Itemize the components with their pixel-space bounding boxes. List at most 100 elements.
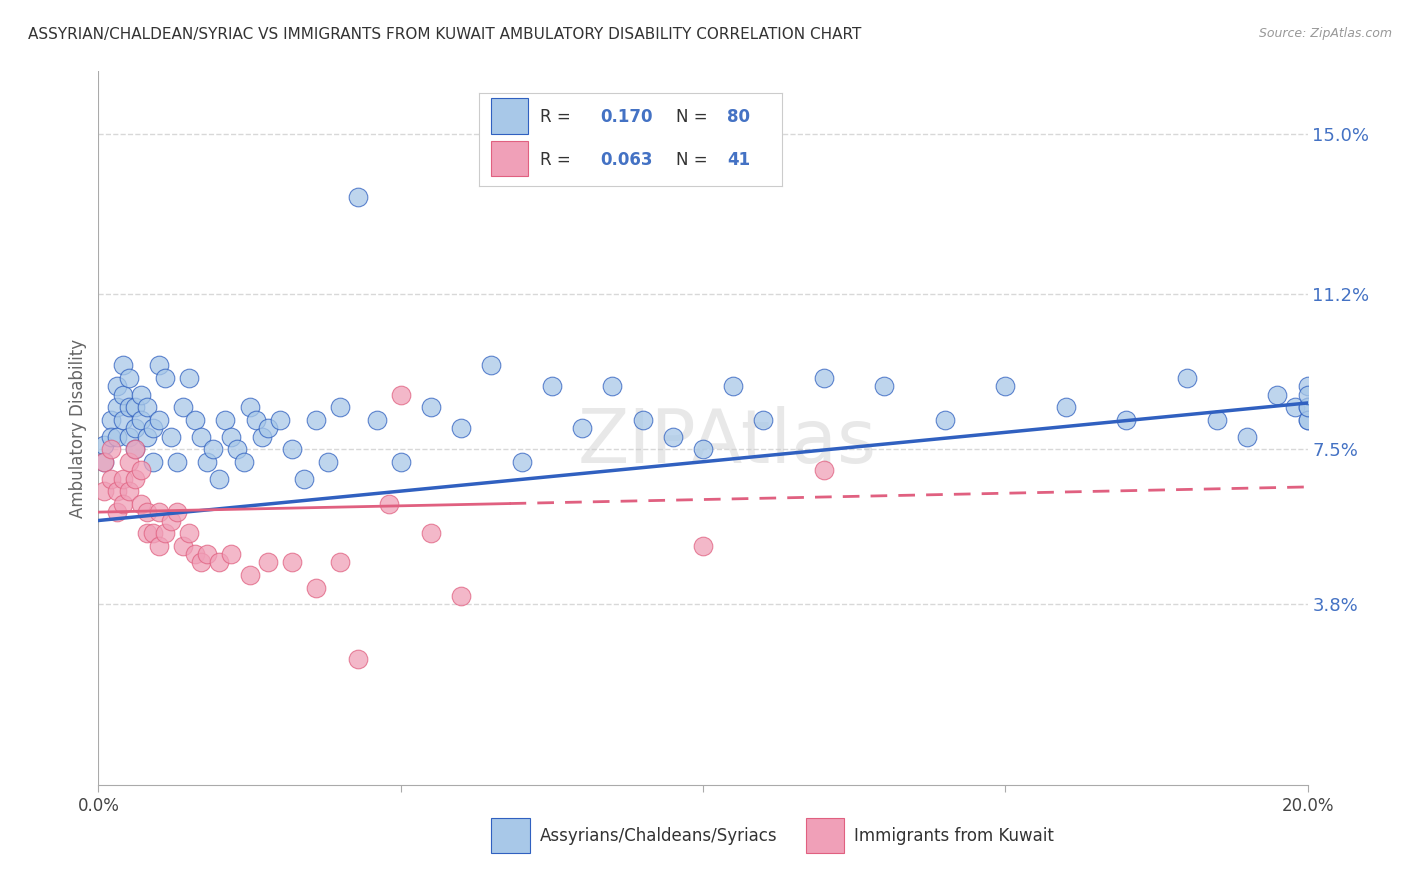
Point [1206, 413, 1229, 427]
Point [1236, 429, 1258, 443]
Point [135, 429, 157, 443]
Point [190, 556, 212, 570]
Point [172, 400, 194, 414]
Point [208, 556, 231, 570]
Point [118, 484, 141, 499]
Point [540, 379, 562, 393]
Point [160, 429, 183, 443]
Point [329, 556, 352, 570]
Point [329, 400, 352, 414]
Point [135, 505, 157, 519]
Point [813, 371, 835, 385]
Point [245, 413, 267, 427]
Point [105, 379, 128, 393]
Point [389, 455, 412, 469]
Point [179, 371, 201, 385]
Point [813, 463, 835, 477]
Point [124, 442, 146, 457]
Point [692, 539, 714, 553]
Point [281, 556, 304, 570]
Point [93, 484, 115, 499]
Point [105, 505, 128, 519]
Point [1296, 400, 1319, 414]
Point [316, 455, 339, 469]
Point [202, 442, 225, 457]
Point [148, 358, 170, 372]
Point [148, 413, 170, 427]
FancyBboxPatch shape [806, 819, 845, 853]
Point [124, 400, 146, 414]
Point [221, 429, 243, 443]
Point [934, 413, 956, 427]
Point [129, 497, 152, 511]
Point [305, 581, 328, 595]
Point [129, 387, 152, 401]
Point [269, 413, 291, 427]
Point [148, 539, 170, 553]
Point [873, 379, 896, 393]
Point [118, 429, 141, 443]
Point [347, 652, 370, 666]
Point [93, 455, 115, 469]
Point [450, 421, 472, 435]
Point [124, 471, 146, 485]
Point [118, 455, 141, 469]
Point [111, 387, 134, 401]
Point [172, 539, 194, 553]
Point [124, 421, 146, 435]
Point [148, 505, 170, 519]
Point [105, 400, 128, 414]
Point [232, 455, 254, 469]
Point [184, 547, 207, 561]
Point [160, 514, 183, 528]
Point [179, 526, 201, 541]
Point [256, 556, 278, 570]
Point [571, 421, 593, 435]
Point [214, 413, 236, 427]
Point [153, 526, 176, 541]
Point [93, 438, 115, 452]
Point [118, 371, 141, 385]
Point [105, 484, 128, 499]
Point [195, 547, 218, 561]
Point [239, 568, 262, 582]
Point [347, 190, 370, 204]
Point [1296, 379, 1319, 393]
Point [1296, 387, 1319, 401]
Point [142, 455, 165, 469]
Point [166, 505, 188, 519]
Point [1296, 413, 1319, 427]
Text: ZIPAtlas: ZIPAtlas [578, 406, 877, 479]
Point [153, 371, 176, 385]
Point [195, 455, 218, 469]
Point [1284, 400, 1306, 414]
Point [129, 413, 152, 427]
Point [184, 413, 207, 427]
Point [100, 442, 122, 457]
Point [100, 429, 122, 443]
Y-axis label: Ambulatory Disability: Ambulatory Disability [69, 339, 87, 517]
Point [105, 429, 128, 443]
Point [389, 387, 412, 401]
Point [510, 455, 533, 469]
Point [305, 413, 328, 427]
Point [93, 455, 115, 469]
Point [752, 413, 775, 427]
Point [135, 526, 157, 541]
Point [129, 463, 152, 477]
Text: ASSYRIAN/CHALDEAN/SYRIAC VS IMMIGRANTS FROM KUWAIT AMBULATORY DISABILITY CORRELA: ASSYRIAN/CHALDEAN/SYRIAC VS IMMIGRANTS F… [28, 27, 862, 42]
Point [1175, 371, 1198, 385]
FancyBboxPatch shape [492, 819, 530, 853]
Point [292, 471, 315, 485]
Point [994, 379, 1017, 393]
Point [239, 400, 262, 414]
Point [481, 358, 503, 372]
Point [450, 589, 472, 603]
Point [1296, 413, 1319, 427]
Point [723, 379, 745, 393]
Text: Assyrians/Chaldeans/Syriacs: Assyrians/Chaldeans/Syriacs [540, 828, 778, 846]
Point [631, 413, 654, 427]
Point [124, 442, 146, 457]
Point [692, 442, 714, 457]
Point [111, 413, 134, 427]
